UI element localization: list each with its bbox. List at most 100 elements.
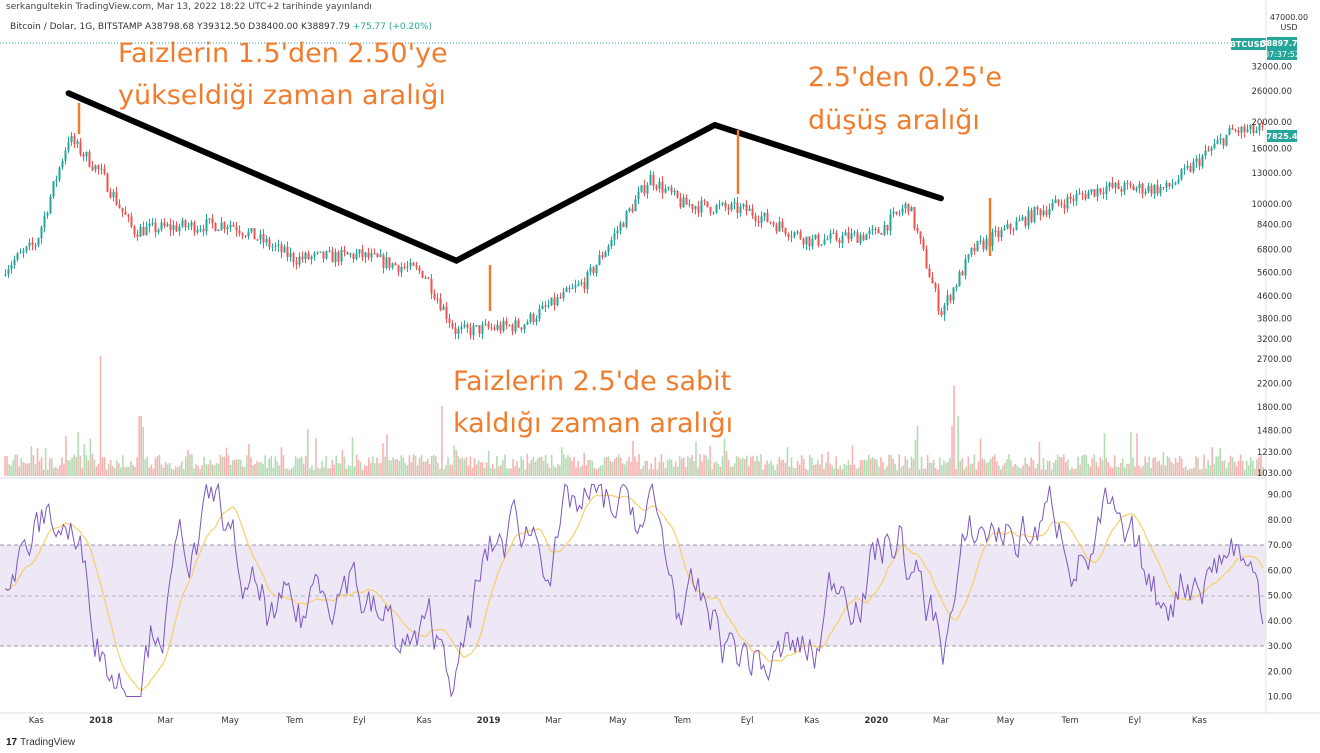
volume-bar bbox=[493, 468, 496, 476]
price-tick-label: 32000.00 bbox=[1251, 62, 1292, 72]
candle-body bbox=[1240, 126, 1243, 134]
volume-bar bbox=[626, 460, 628, 476]
price-tick-label: 1480.00 bbox=[1257, 426, 1292, 436]
volume-bar bbox=[91, 453, 94, 476]
volume-bar bbox=[213, 465, 216, 476]
volume-bar bbox=[1016, 465, 1018, 476]
volume-bar bbox=[920, 456, 923, 476]
volume-bar bbox=[711, 469, 714, 476]
volume-bar bbox=[794, 467, 797, 476]
candle-body bbox=[646, 185, 649, 194]
volume-bar bbox=[817, 460, 819, 476]
volume-bar bbox=[1180, 458, 1183, 476]
volume-bar bbox=[10, 465, 12, 476]
candle-body bbox=[166, 224, 169, 226]
volume-bar bbox=[441, 406, 443, 476]
volume-bar bbox=[42, 469, 45, 476]
volume-bar bbox=[813, 465, 815, 476]
volume-bar bbox=[1223, 460, 1226, 476]
time-axis[interactable]: Kas 2018 Mar May Tem Eyl Kas 2019 Mar May Tem Eyl Ka… bbox=[29, 716, 1208, 726]
volume-bar bbox=[1119, 462, 1122, 476]
volume-bar bbox=[83, 444, 86, 476]
candle-body bbox=[1171, 184, 1174, 187]
volume-bar bbox=[725, 451, 728, 476]
annotation-drop-line-1: 2.5'den 0.25'e bbox=[808, 62, 1002, 93]
volume-bar bbox=[52, 467, 55, 476]
candle-body bbox=[232, 224, 235, 227]
candle-body bbox=[409, 262, 412, 267]
volume-bar bbox=[851, 445, 854, 476]
volume-bar bbox=[278, 465, 281, 476]
candle-body bbox=[499, 324, 502, 331]
volume-bar bbox=[262, 464, 264, 476]
volume-bar bbox=[1186, 469, 1189, 476]
volume-bar bbox=[394, 459, 397, 476]
price-tick-label: 1800.00 bbox=[1257, 403, 1292, 413]
volume-bar bbox=[719, 467, 722, 476]
candle-body bbox=[1177, 179, 1180, 183]
volume-bar bbox=[333, 464, 336, 476]
candle-body bbox=[1144, 191, 1147, 194]
candle-body bbox=[682, 197, 685, 208]
volume-bar bbox=[640, 468, 642, 476]
rsi-axis[interactable]: 90.00 80.00 70.00 60.00 50.00 40.00 30.00 20.00… bbox=[1268, 491, 1292, 703]
volume-bar bbox=[995, 461, 998, 476]
candle-body bbox=[85, 152, 88, 157]
volume-bar bbox=[638, 454, 640, 476]
candle-body bbox=[76, 141, 79, 144]
volume-bar bbox=[124, 467, 126, 476]
marker-price-badge-bg bbox=[1267, 130, 1297, 142]
candle-body bbox=[4, 274, 7, 276]
brand-label: TradingView bbox=[20, 737, 76, 748]
volume-bar bbox=[774, 469, 777, 476]
candle-body bbox=[721, 202, 724, 205]
candle-body bbox=[718, 204, 721, 206]
candle-body bbox=[331, 250, 334, 263]
candle-body bbox=[730, 203, 733, 210]
trend-lines bbox=[65, 90, 944, 264]
volume-bar bbox=[270, 455, 273, 476]
candle-body bbox=[184, 220, 187, 228]
candle-body bbox=[565, 288, 568, 293]
volume-bar bbox=[656, 469, 659, 476]
candle-body bbox=[463, 324, 466, 327]
volume-bar bbox=[780, 460, 783, 476]
candle-body bbox=[868, 230, 871, 235]
tradingview-footer[interactable]: 17 TradingView bbox=[6, 737, 75, 748]
candle-body bbox=[652, 175, 655, 186]
symbol-line: Bitcoin / Dolar, 1G, BITSTAMP bbox=[10, 22, 143, 32]
candle-body bbox=[370, 253, 373, 258]
candle-body bbox=[922, 239, 925, 249]
candle-body bbox=[1243, 126, 1246, 132]
candle-body bbox=[487, 323, 490, 328]
candle-body bbox=[979, 240, 982, 242]
volume-bar bbox=[496, 456, 498, 476]
volume-bar bbox=[1142, 465, 1144, 476]
volume-bar bbox=[709, 445, 712, 476]
ohlc-values: A38798.68 Y39312.50 D38400.00 K38897.79 bbox=[144, 22, 350, 32]
volume-bar bbox=[315, 438, 317, 476]
candle-body bbox=[91, 166, 94, 170]
volume-bar bbox=[57, 468, 59, 476]
candle-body bbox=[1201, 155, 1204, 167]
candle-body bbox=[199, 229, 202, 231]
candle-body bbox=[1108, 182, 1111, 187]
volume-bar bbox=[957, 416, 959, 476]
volume-bar bbox=[69, 460, 71, 476]
candle-body bbox=[874, 228, 877, 230]
volume-bar bbox=[211, 464, 214, 476]
candle-body bbox=[265, 239, 268, 243]
volume-bar bbox=[1128, 463, 1130, 476]
candle-body bbox=[319, 251, 322, 253]
volume-bar bbox=[101, 457, 104, 476]
rsi-tick-label: 90.00 bbox=[1268, 491, 1292, 501]
price-tick-label: 2200.00 bbox=[1257, 379, 1292, 389]
volume-bar bbox=[1058, 456, 1061, 476]
candle-body bbox=[811, 238, 814, 247]
candle-body bbox=[37, 238, 40, 246]
candle-body bbox=[826, 239, 829, 241]
candle-body bbox=[64, 150, 67, 161]
price-axis[interactable]: 32000.00 26000.00 20000.00 16000.00 13000.00… bbox=[1251, 62, 1292, 479]
volume-bar bbox=[341, 450, 344, 476]
